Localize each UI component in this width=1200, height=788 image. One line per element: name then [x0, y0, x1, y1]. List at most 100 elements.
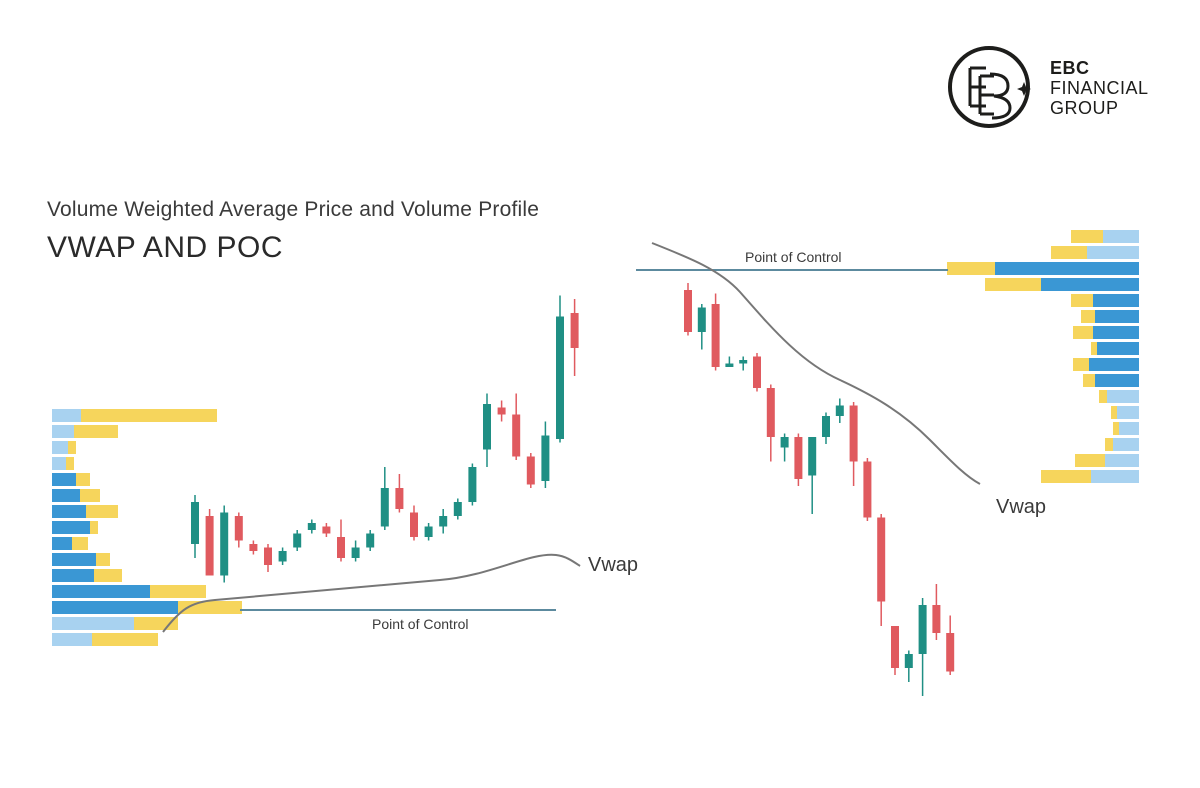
right-profile-bar-blue [1089, 358, 1139, 371]
right-profile-bar-yellow [1111, 406, 1117, 419]
ebc-logo: EBC FINANCIAL GROUP [946, 44, 1166, 130]
left-candle-body [293, 533, 302, 548]
left-candle-body [424, 526, 433, 537]
right-profile-bar-blue [1119, 422, 1139, 435]
left-profile-bar-yellow [68, 441, 76, 454]
left-candle-body [366, 533, 375, 548]
left-profile-bar-blue [52, 521, 90, 534]
right-profile-bar-blue [1103, 230, 1139, 243]
left-poc-label: Point of Control [372, 616, 469, 632]
right-candle-body [904, 654, 913, 668]
right-candle-body [946, 633, 955, 672]
left-profile-bar-yellow [72, 537, 88, 550]
right-profile-bar-yellow [1081, 310, 1095, 323]
left-profile-bar-yellow [94, 569, 122, 582]
right-poc-label: Point of Control [745, 249, 842, 265]
left-candle-body [220, 512, 229, 576]
left-profile-bar-yellow [92, 633, 158, 646]
right-candle-body [725, 363, 734, 367]
right-candle-body [849, 405, 858, 462]
brand-line2: FINANCIAL [1050, 78, 1149, 98]
left-candle-body [380, 488, 389, 527]
brand-line1: EBC [1050, 58, 1090, 78]
right-profile-bar-yellow [1075, 454, 1105, 467]
left-profile-bar-yellow [66, 457, 74, 470]
left-candle-body [541, 435, 550, 481]
right-profile-bar-yellow [947, 262, 995, 275]
left-profile-bar-yellow [76, 473, 90, 486]
left-candle-body [526, 456, 535, 485]
right-profile-bar-yellow [1105, 438, 1113, 451]
left-profile-bar-blue [52, 537, 72, 550]
right-profile-bar-blue [1105, 454, 1139, 467]
left-profile-bar-blue [52, 409, 81, 422]
right-profile-bar-yellow [1051, 246, 1087, 259]
right-candle-body [684, 290, 692, 332]
left-candle-body [337, 537, 345, 558]
left-profile-bar-yellow [81, 409, 217, 422]
left-profile-bar-yellow [86, 505, 118, 518]
left-profile-bar-blue [52, 473, 76, 486]
left-candle-body [278, 551, 287, 562]
left-profile-bar-yellow [74, 425, 118, 438]
left-candle-body [395, 488, 404, 509]
right-candle-body [711, 304, 720, 367]
right-candle-body [877, 517, 886, 602]
left-profile-bar-blue [52, 601, 178, 614]
left-vwap-label: Vwap [588, 554, 638, 576]
left-profile-bar-blue [52, 633, 92, 646]
left-volume-profile [52, 409, 242, 646]
left-profile-bar-blue [52, 505, 86, 518]
right-vwap-line [651, 242, 981, 485]
left-profile-bar-blue [52, 569, 94, 582]
right-candle-body [753, 356, 761, 388]
brand-line3: GROUP [1050, 98, 1119, 118]
left-candle-body [264, 547, 272, 565]
right-profile-bar-yellow [1071, 294, 1093, 307]
left-candle-body [307, 523, 316, 530]
right-candle-body [918, 605, 927, 654]
left-profile-bar-blue [52, 441, 68, 454]
right-candle-body [766, 388, 775, 437]
right-profile-bar-blue [1095, 374, 1139, 387]
left-profile-bar-yellow [80, 489, 100, 502]
left-profile-bar-yellow [150, 585, 206, 598]
chart-subtitle: Volume Weighted Average Price and Volume… [47, 198, 540, 221]
right-candle-body [808, 437, 817, 476]
left-candle-body [483, 404, 491, 450]
right-profile-bar-yellow [1091, 342, 1097, 355]
right-profile-bar-blue [1093, 294, 1139, 307]
left-candle-body [570, 313, 579, 348]
right-profile-bar-yellow [1041, 470, 1091, 483]
left-candle-body [191, 502, 199, 544]
left-profile-bar-blue [52, 585, 150, 598]
left-candle-body [205, 516, 214, 576]
right-profile-bar-blue [1093, 326, 1139, 339]
right-profile-bar-blue [1117, 406, 1139, 419]
right-volume-profile [947, 230, 1139, 483]
right-candle-body [891, 626, 899, 668]
left-profile-bar-yellow [96, 553, 110, 566]
right-candle-body [835, 405, 844, 416]
right-profile-bar-yellow [1099, 390, 1107, 403]
left-candlesticks [191, 295, 579, 583]
left-profile-bar-blue [52, 617, 134, 630]
right-profile-bar-blue [1095, 310, 1139, 323]
right-candle-body [932, 605, 941, 633]
left-candle-body [234, 516, 243, 541]
left-candle-body [439, 516, 448, 527]
left-candle-body [512, 414, 521, 457]
chart-title: VWAP AND POC [47, 231, 284, 264]
left-candle-body [249, 544, 258, 551]
right-profile-bar-yellow [1083, 374, 1095, 387]
right-profile-bar-blue [1113, 438, 1139, 451]
left-profile-bar-yellow [134, 617, 178, 630]
left-profile-bar-blue [52, 489, 80, 502]
right-candle-body [822, 416, 830, 437]
left-profile-bar-yellow [90, 521, 98, 534]
right-profile-bar-blue [1097, 342, 1139, 355]
right-candle-body [739, 360, 748, 364]
left-profile-bar-blue [52, 457, 66, 470]
right-candle-body [794, 437, 803, 479]
